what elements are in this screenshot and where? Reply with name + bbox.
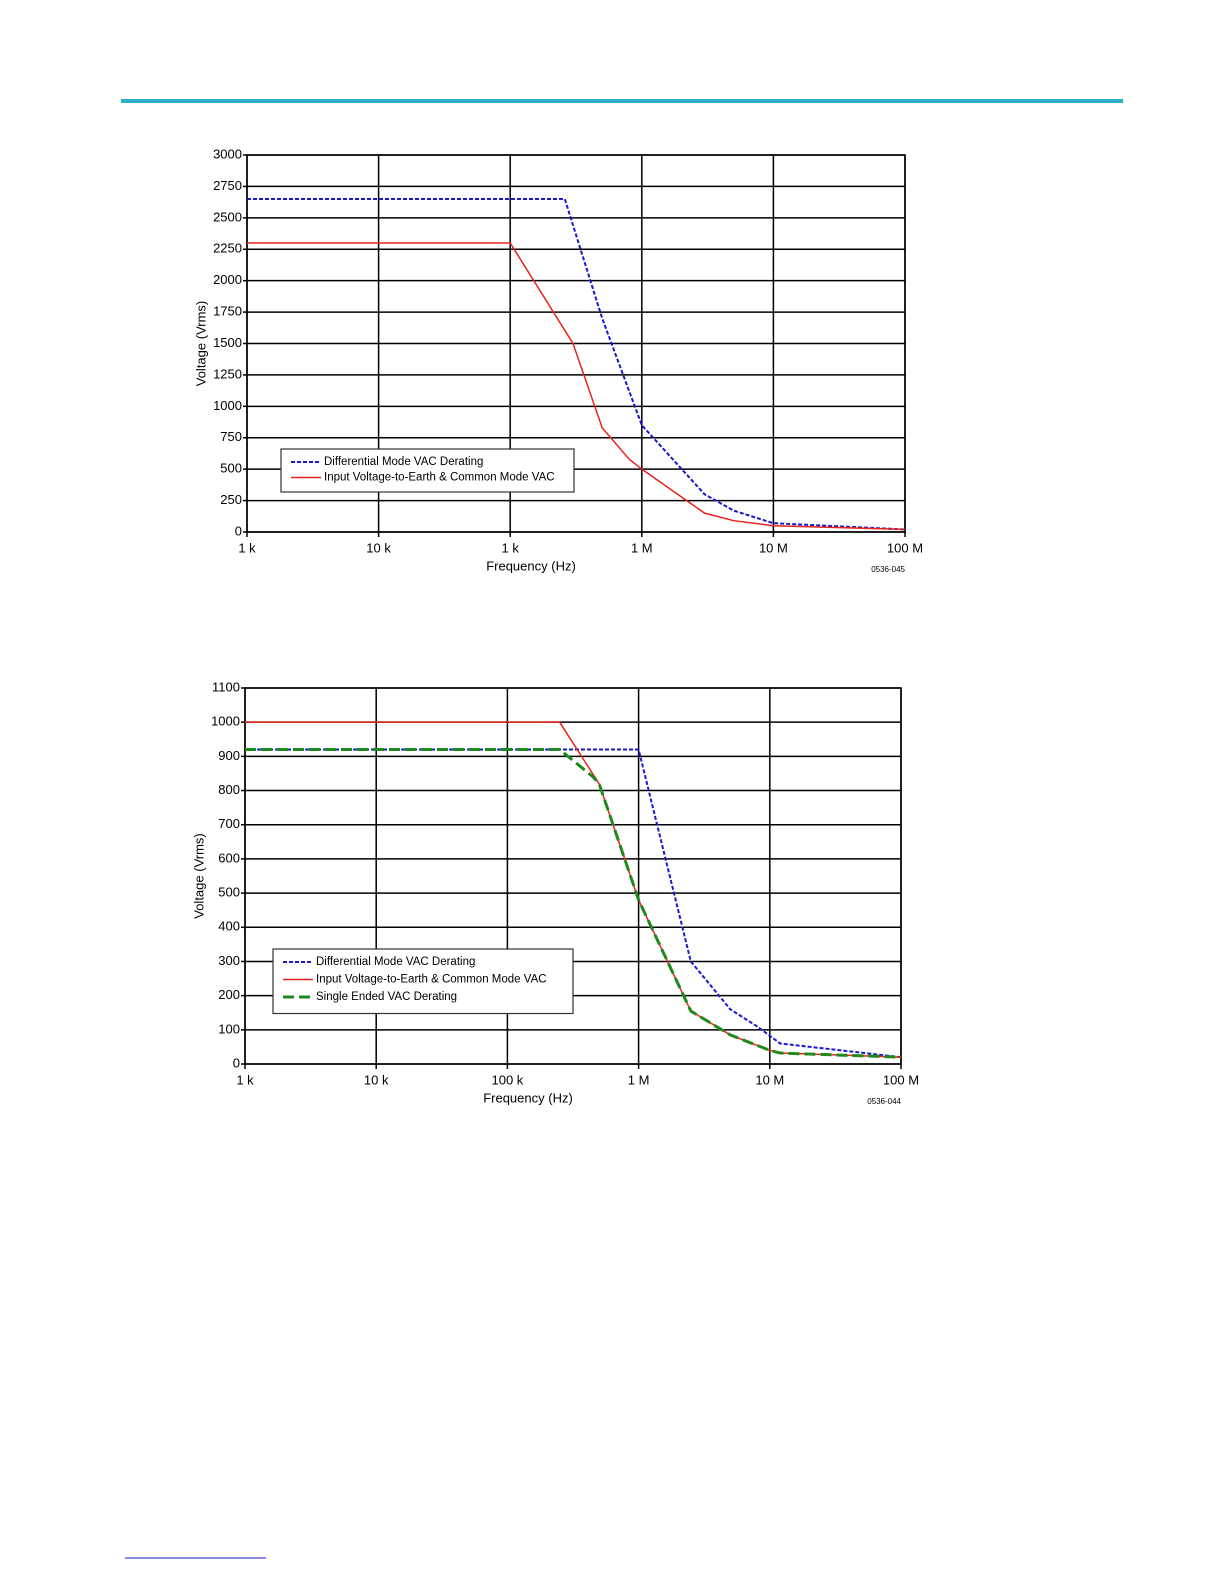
- x-tick-label: 10 M: [759, 540, 788, 555]
- y-tick-label: 750: [220, 429, 242, 444]
- y-tick-label: 800: [218, 782, 240, 797]
- y-tick-label: 400: [218, 919, 240, 934]
- y-tick-label: 600: [218, 850, 240, 865]
- legend-label: Input Voltage-to-Earth & Common Mode VAC: [316, 974, 547, 986]
- series-line: [245, 748, 902, 1059]
- y-tick-label: 100: [218, 1021, 240, 1036]
- y-tick-label: 1100: [212, 679, 240, 694]
- series-line: [245, 748, 902, 1059]
- series-line: [247, 197, 906, 531]
- series-line: [247, 242, 906, 531]
- x-tick-label: 1 k: [238, 540, 256, 555]
- y-tick-label: 0: [233, 1055, 240, 1070]
- legend-label: Differential Mode VAC Derating: [316, 956, 475, 968]
- y-tick-label: 2000: [213, 272, 242, 287]
- x-axis-label: Frequency (Hz): [486, 558, 576, 573]
- y-tick-label: 2750: [213, 178, 242, 193]
- plot-border: [246, 154, 906, 533]
- y-tick-label: 1750: [213, 304, 242, 319]
- y-axis-label: Voltage (Vrms): [191, 833, 206, 919]
- x-axis-label: Frequency (Hz): [483, 1090, 573, 1105]
- y-tick-label: 1500: [213, 335, 242, 350]
- x-tick-label: 1 k: [502, 540, 520, 555]
- x-tick-label: 100 k: [491, 1072, 523, 1087]
- annotation: 0536-045: [871, 565, 905, 574]
- y-tick-label: 0: [235, 523, 242, 538]
- annotation: 0536-044: [867, 1097, 901, 1106]
- y-tick-label: 3000: [213, 146, 242, 161]
- legend-box: [272, 948, 574, 1015]
- y-tick-label: 500: [218, 885, 240, 900]
- x-tick-label: 1 M: [631, 540, 653, 555]
- y-tick-label: 700: [218, 816, 240, 831]
- x-tick-label: 10 k: [364, 1072, 389, 1087]
- legend-label: Differential Mode VAC Derating: [324, 456, 483, 468]
- x-tick-label: 1 k: [236, 1072, 254, 1087]
- y-tick-label: 1000: [213, 398, 242, 413]
- y-tick-label: 1250: [213, 366, 242, 381]
- x-tick-label: 1 M: [628, 1072, 650, 1087]
- plot-border: [244, 687, 902, 1065]
- y-tick-label: 250: [220, 492, 242, 507]
- y-tick-label: 2250: [213, 241, 242, 256]
- x-tick-label: 100 M: [887, 540, 923, 555]
- legend-label: Input Voltage-to-Earth & Common Mode VAC: [324, 472, 555, 484]
- y-tick-label: 300: [218, 953, 240, 968]
- x-tick-label: 10 k: [366, 540, 391, 555]
- legend-label: Single Ended VAC Derating: [316, 991, 457, 1003]
- y-tick-label: 900: [218, 748, 240, 763]
- y-axis-label: Voltage (Vrms): [193, 301, 208, 387]
- y-tick-label: 200: [218, 987, 240, 1002]
- y-tick-label: 2500: [213, 209, 242, 224]
- x-tick-label: 100 M: [883, 1072, 919, 1087]
- legend-box: [280, 448, 575, 493]
- y-tick-label: 1000: [211, 714, 240, 729]
- y-tick-label: 500: [220, 461, 242, 476]
- x-tick-label: 10 M: [755, 1072, 784, 1087]
